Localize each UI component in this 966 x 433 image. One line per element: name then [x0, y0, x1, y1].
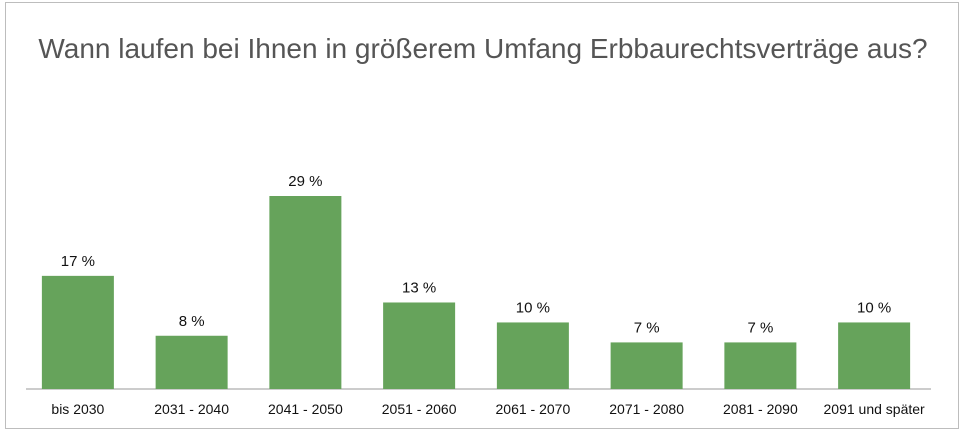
chart-frame: Wann laufen bei Ihnen in größerem Umfang… — [5, 2, 959, 429]
bar — [269, 196, 342, 389]
bar — [496, 322, 569, 389]
x-tick-label: 2071 - 2080 — [609, 401, 684, 417]
data-label: 10 % — [516, 299, 550, 316]
x-tick-label: 2081 - 2090 — [723, 401, 798, 417]
x-tick-label: 2051 - 2060 — [382, 401, 457, 417]
bar — [155, 335, 228, 389]
x-tick-label: 2041 - 2050 — [268, 401, 343, 417]
bar-chart: 17 % bis 2030 8 % 2031 - 2040 29 % 2041 - 205… — [26, 173, 931, 417]
data-label: 7 % — [634, 319, 660, 336]
data-label: 8 % — [179, 313, 205, 330]
bar — [610, 342, 683, 389]
data-label: 10 % — [857, 299, 891, 316]
bar — [838, 322, 911, 389]
data-label: 7 % — [747, 319, 773, 336]
chart-title: Wann laufen bei Ihnen in größerem Umfang… — [38, 33, 928, 64]
x-tick-label: 2031 - 2040 — [154, 401, 229, 417]
x-tick-label: 2061 - 2070 — [496, 401, 571, 417]
bar — [41, 275, 114, 389]
bar — [383, 302, 456, 389]
bar — [724, 342, 797, 389]
x-tick-label: bis 2030 — [51, 401, 104, 417]
x-tick-label: 2091 und später — [824, 401, 926, 417]
data-label: 17 % — [61, 253, 95, 270]
data-label: 29 % — [288, 173, 322, 190]
data-label: 13 % — [402, 279, 436, 296]
